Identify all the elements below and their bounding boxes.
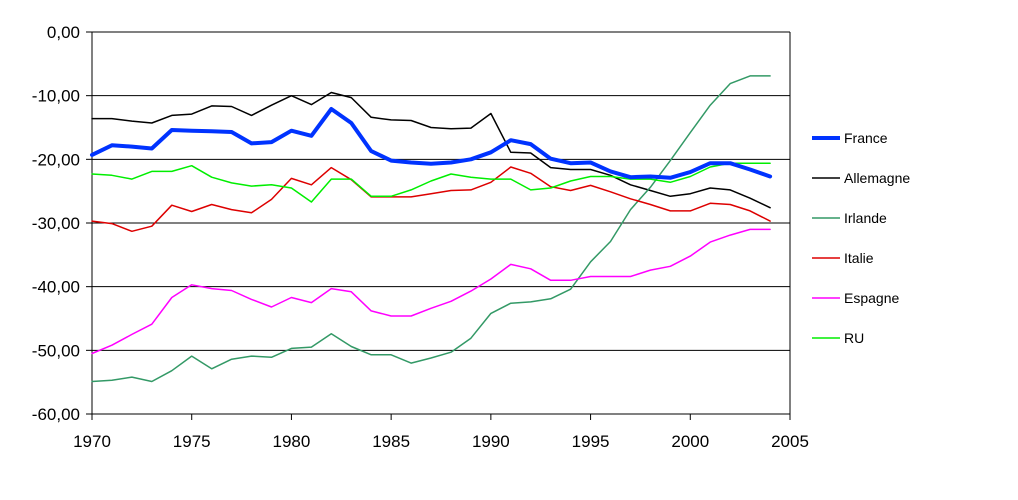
x-tick-label: 1990 [472, 432, 510, 451]
y-tick-label: -50,00 [32, 341, 80, 360]
x-tick-label: 1970 [73, 432, 111, 451]
legend-label-italie: Italie [844, 250, 874, 266]
legend-label-france: France [844, 130, 888, 146]
legend-label-irlande: Irlande [844, 210, 887, 226]
y-tick-label: -20,00 [32, 150, 80, 169]
legend-label-allemagne: Allemagne [844, 170, 910, 186]
x-tick-label: 2000 [671, 432, 709, 451]
series-line-allemagne [91, 91, 771, 209]
axes [86, 31, 791, 420]
y-tick-label: -40,00 [32, 278, 80, 297]
y-tick-label: -30,00 [32, 214, 80, 233]
series-line-ru [91, 162, 771, 203]
x-tick-label: 1995 [572, 432, 610, 451]
x-tick-label: 1975 [173, 432, 211, 451]
series-lines [90, 75, 773, 383]
series-line-irlande [91, 75, 771, 383]
legend-label-ru: RU [844, 330, 864, 346]
gridlines [92, 31, 790, 351]
y-tick-label: 0,00 [47, 23, 80, 42]
y-tick-label: -60,00 [32, 405, 80, 424]
x-tick-label: 2005 [771, 432, 809, 451]
series-line-france [90, 107, 773, 180]
legend: France Allemagne Irlande Italie Espagne RU [812, 130, 910, 346]
x-tick-label: 1980 [273, 432, 311, 451]
tick-labels: 0,00 -10,00 -20,00 -30,00 -40,00 -50,00 -60,00… [32, 23, 809, 451]
series-line-italie [91, 166, 771, 233]
x-tick-label: 1985 [372, 432, 410, 451]
series-line-espagne [91, 228, 771, 355]
y-tick-label: -10,00 [32, 87, 80, 106]
legend-label-espagne: Espagne [844, 290, 899, 306]
